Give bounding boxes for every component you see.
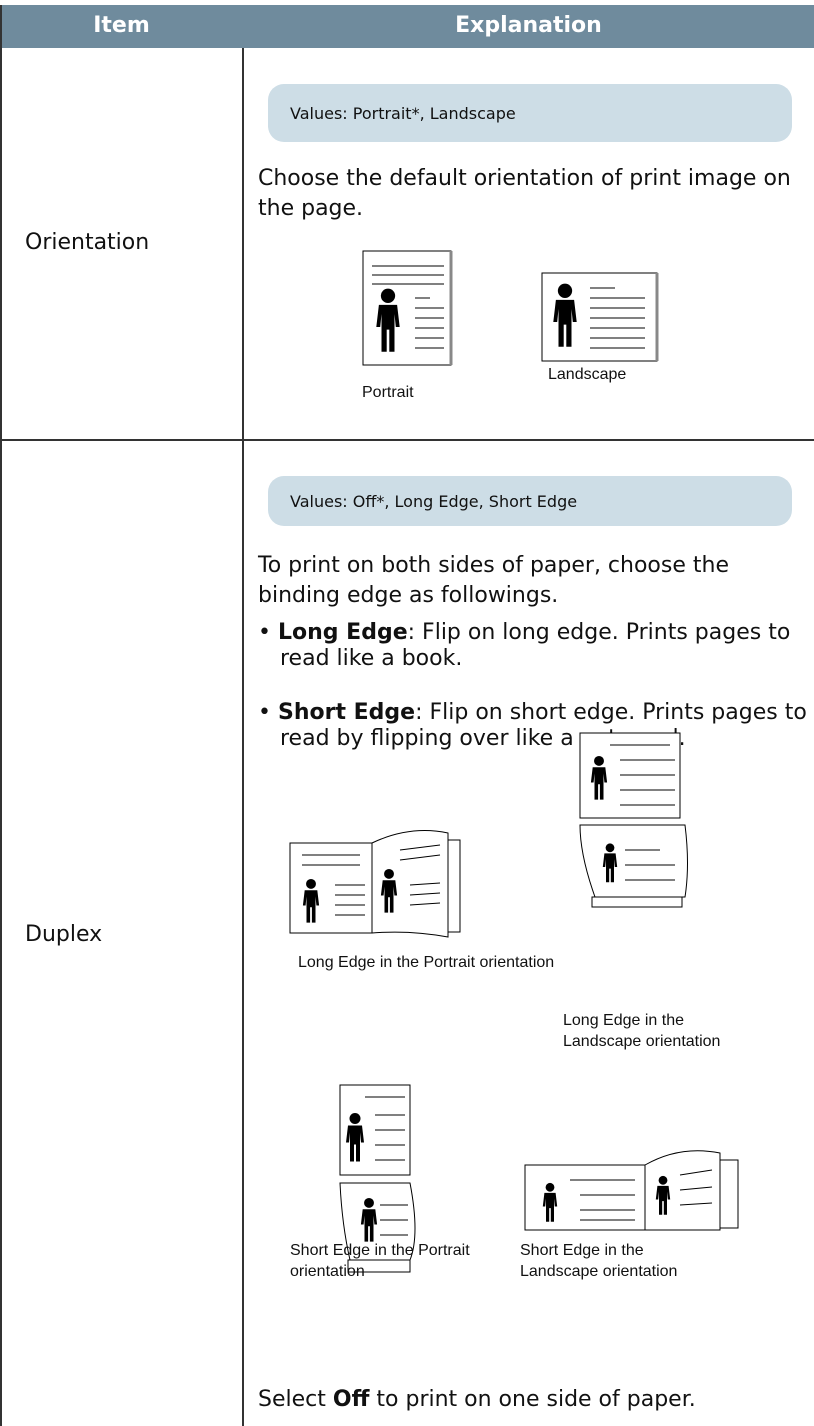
figure-caption: Short Edge in the Portrait orientation (290, 1242, 475, 1280)
item-name: Duplex (25, 922, 103, 947)
duplex-figures (289, 732, 739, 1273)
description: Choose the default orientation of print … (258, 166, 798, 221)
column-header: Item (93, 13, 150, 38)
column-divider (242, 48, 244, 1426)
text: to print on one side of paper. (369, 1387, 696, 1412)
figure-caption: Landscape (548, 366, 627, 383)
figure-caption: Short Edge in the Landscape orientation (520, 1242, 678, 1280)
figure-caption: Long Edge in the Landscape orientation (563, 1012, 721, 1050)
values-box: Values: Portrait*, Landscape (268, 84, 792, 142)
column-header: Explanation (455, 13, 602, 38)
bold-text: Off (332, 1387, 370, 1412)
description: To print on both sides of paper, choose … (258, 553, 736, 608)
text: Select (258, 1387, 333, 1412)
orientation-figures (362, 250, 659, 366)
figure-caption: Portrait (362, 384, 414, 401)
item-name: Orientation (25, 230, 150, 255)
bullet-text: : Flip on long edge. Prints pages to rea… (280, 620, 798, 671)
values-box: Values: Off*, Long Edge, Short Edge (268, 476, 792, 526)
bullet: • Long Edge: Flip on long edge. Prints p… (258, 620, 798, 671)
table-border (0, 5, 2, 1426)
row-divider (0, 439, 814, 441)
footer-note: Select Off to print on one side of paper… (258, 1385, 808, 1415)
bullet-term: Short Edge (277, 700, 416, 725)
table-header: Item Explanation (0, 5, 814, 48)
bullet-term: Long Edge (277, 620, 408, 645)
figure-caption: Long Edge in the Portrait orientation (298, 954, 555, 971)
